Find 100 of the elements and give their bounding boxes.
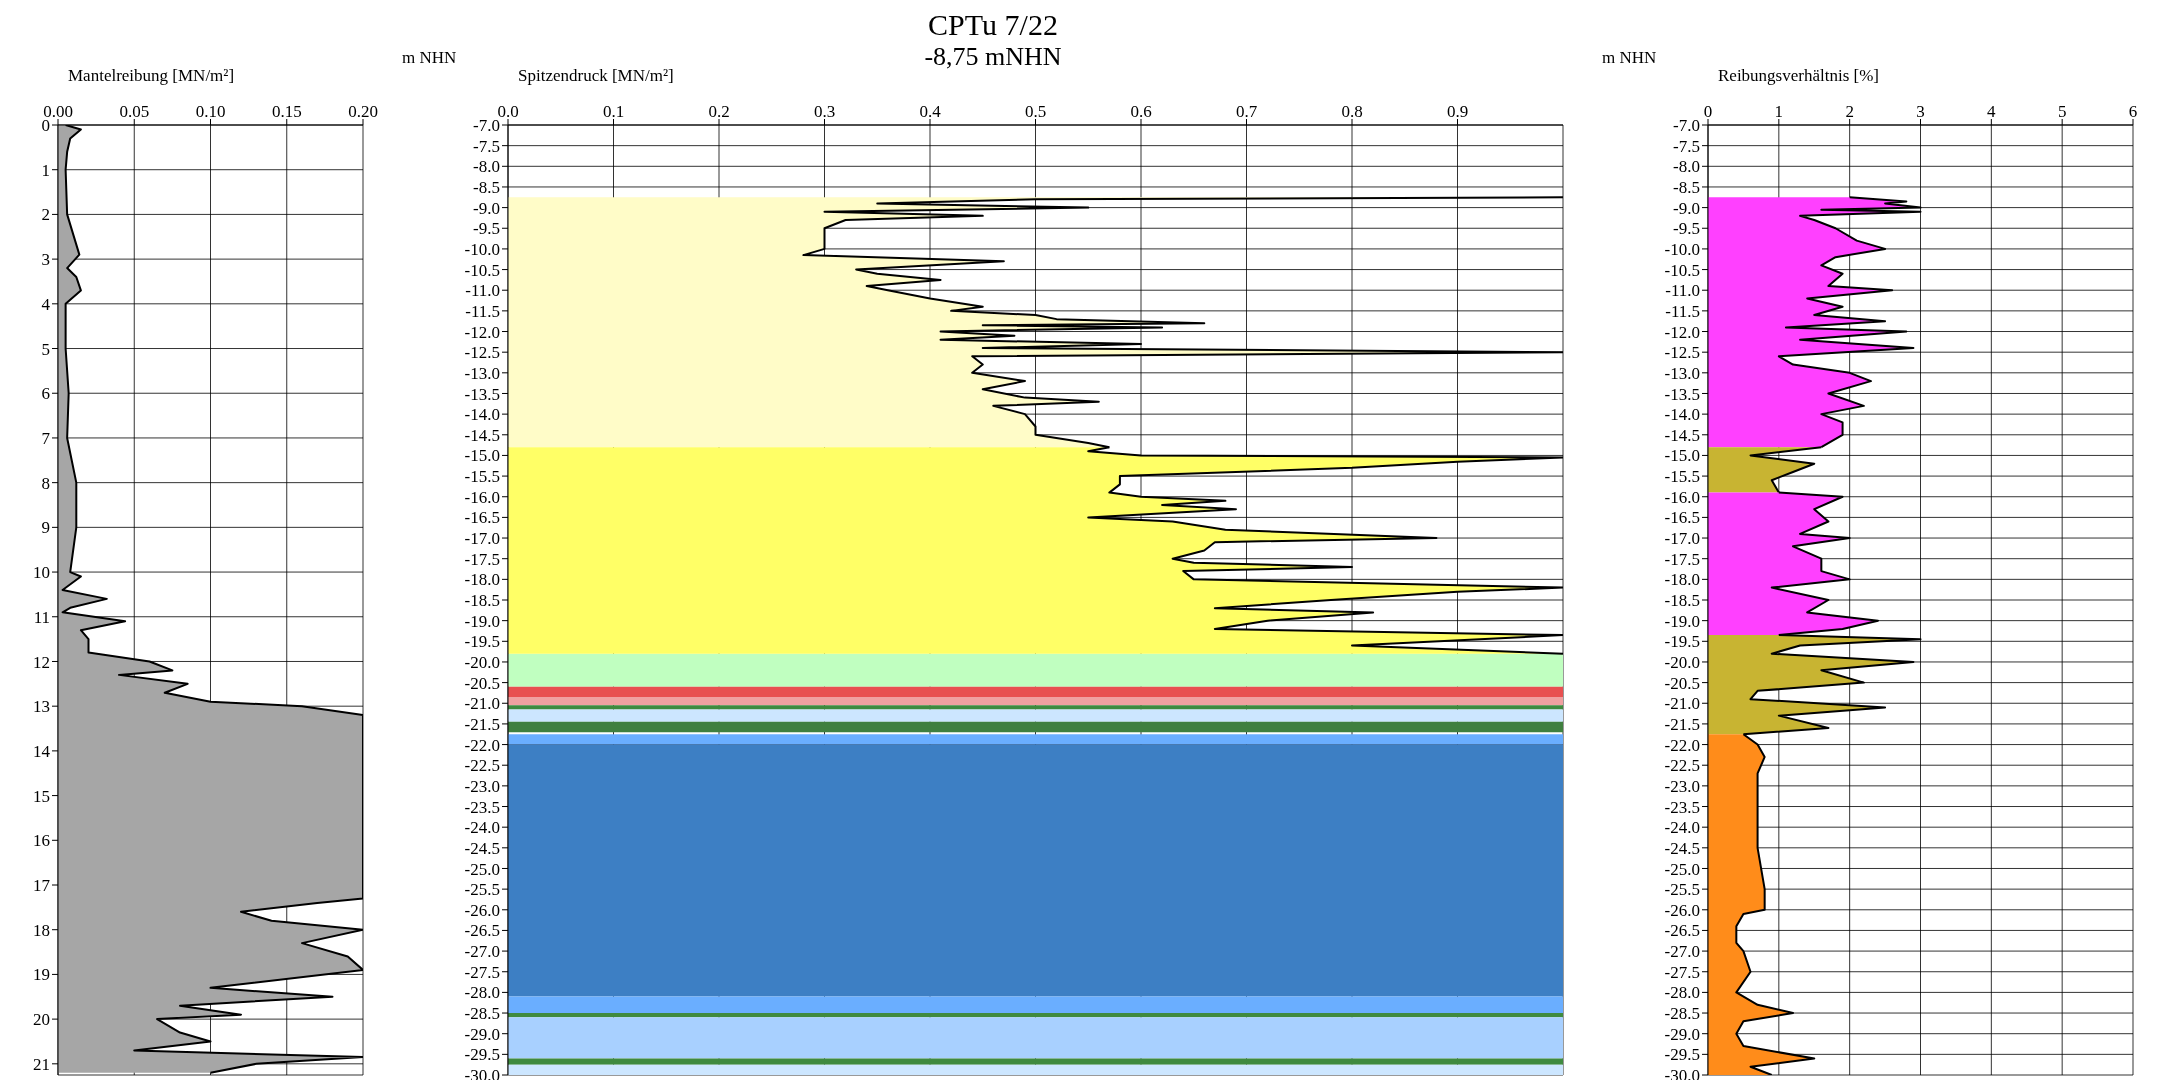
y-tick-label: -27.0 — [1664, 942, 1700, 962]
x-tick-label: 5 — [2057, 102, 2067, 121]
x-axis-title: Spitzendruck [MN/m²] — [518, 66, 674, 86]
y-tick-label: -28.0 — [1664, 983, 1700, 1003]
y-tick-label: -28.5 — [1664, 1004, 1700, 1024]
y-tick-label: -23.0 — [464, 776, 500, 796]
y-tick-label: -20.5 — [464, 673, 500, 693]
y-tick-label: 8 — [41, 473, 50, 493]
y-tick-label: -28.0 — [464, 983, 500, 1003]
x-tick-label: 6 — [2128, 102, 2138, 121]
y-tick-label: -26.5 — [1664, 921, 1700, 941]
y-tick-label: -9.5 — [473, 219, 500, 239]
y-axis-title: m NHN — [1602, 48, 1657, 68]
y-tick-label: 5 — [41, 339, 50, 359]
y-tick-label: -12.0 — [1664, 322, 1700, 342]
y-tick-label: -7.5 — [1673, 136, 1700, 156]
y-tick-label: -26.0 — [464, 900, 500, 920]
y-tick-label: -19.5 — [1664, 632, 1700, 652]
y-tick-label: -23.0 — [1664, 776, 1700, 796]
y-tick-label: -9.0 — [1673, 198, 1700, 218]
y-tick-label: -12.5 — [1664, 343, 1700, 363]
y-tick-label: -8.5 — [473, 177, 500, 197]
x-tick-label: 1 — [1774, 102, 1784, 121]
chart-title: CPTu 7/22 — [927, 8, 1059, 42]
y-tick-label: -13.5 — [1664, 384, 1700, 404]
y-tick-label: -10.0 — [1664, 239, 1700, 259]
y-tick-label: -21.5 — [1664, 714, 1700, 734]
y-tick-label: -10.5 — [1664, 260, 1700, 280]
y-axis-title: m NHN — [402, 48, 457, 68]
y-tick-label: -21.0 — [464, 694, 500, 714]
y-tick-label: -16.0 — [1664, 487, 1700, 507]
y-tick-label: -13.0 — [1664, 363, 1700, 383]
x-tick-label: 0.9 — [1446, 102, 1469, 121]
y-tick-label: -9.0 — [473, 198, 500, 218]
y-tick-label: -29.5 — [464, 1045, 500, 1065]
y-tick-label: -12.0 — [464, 322, 500, 342]
x-tick-label: 0.10 — [195, 102, 226, 121]
y-tick-label: -11.5 — [1665, 301, 1700, 321]
y-tick-label: -8.5 — [1673, 177, 1700, 197]
y-tick-label: -8.0 — [1673, 157, 1700, 177]
y-tick-label: -29.0 — [464, 1024, 500, 1044]
y-tick-label: -17.5 — [1664, 549, 1700, 569]
y-tick-label: -18.0 — [1664, 570, 1700, 590]
x-tick-label: 0.15 — [271, 102, 302, 121]
y-tick-label: -22.0 — [1664, 735, 1700, 755]
x-axis-title: Mantelreibung [MN/m²] — [68, 66, 235, 86]
y-tick-label: 6 — [41, 384, 50, 404]
y-tick-label: -16.5 — [464, 508, 500, 528]
y-tick-label: -24.5 — [1664, 838, 1700, 858]
y-tick-label: 21 — [33, 1054, 50, 1074]
y-tick-label: 20 — [33, 1010, 50, 1030]
x-tick-label: 0.2 — [708, 102, 730, 121]
y-tick-label: -14.5 — [464, 425, 500, 445]
x-tick-label: 0 — [1703, 102, 1713, 121]
y-tick-label: 12 — [33, 652, 50, 672]
y-tick-label: -20.5 — [1664, 673, 1700, 693]
y-tick-label: -17.5 — [464, 549, 500, 569]
y-tick-label: -7.0 — [473, 116, 500, 136]
y-tick-label: -8.0 — [473, 157, 500, 177]
y-tick-label: -24.0 — [464, 818, 500, 838]
y-tick-label: -16.5 — [1664, 508, 1700, 528]
y-tick-label: -18.5 — [1664, 591, 1700, 611]
y-tick-label: -10.0 — [464, 239, 500, 259]
y-tick-label: -16.0 — [464, 487, 500, 507]
y-tick-label: -24.5 — [464, 838, 500, 858]
y-tick-label: -25.0 — [464, 859, 500, 879]
y-tick-label: -29.5 — [1664, 1045, 1700, 1065]
y-tick-label: -21.5 — [464, 714, 500, 734]
y-tick-label: -13.0 — [464, 363, 500, 383]
y-tick-label: 18 — [33, 920, 50, 940]
x-tick-label: 3 — [1916, 102, 1925, 121]
x-tick-label: 0.1 — [602, 102, 625, 121]
y-tick-label: -19.5 — [464, 632, 500, 652]
y-tick-label: 16 — [33, 831, 50, 851]
y-tick-label: -20.0 — [1664, 652, 1700, 672]
y-tick-label: -15.0 — [464, 446, 500, 466]
y-tick-label: -17.0 — [464, 529, 500, 549]
y-tick-label: -26.5 — [464, 921, 500, 941]
x-tick-label: 0.5 — [1024, 102, 1047, 121]
y-tick-label: -23.5 — [464, 797, 500, 817]
y-tick-label: -14.0 — [464, 405, 500, 425]
y-tick-label: -24.0 — [1664, 818, 1700, 838]
x-tick-label: 0.0 — [497, 102, 519, 121]
x-tick-label: 0.3 — [813, 102, 836, 121]
x-tick-label: 4 — [1987, 102, 1997, 121]
y-tick-label: -27.0 — [464, 942, 500, 962]
y-tick-label: -22.0 — [464, 735, 500, 755]
y-tick-label: 13 — [33, 697, 50, 717]
x-tick-label: 0.4 — [919, 102, 942, 121]
y-tick-label: 3 — [41, 250, 50, 270]
y-tick-label: -22.5 — [1664, 756, 1700, 776]
y-tick-label: 1 — [41, 160, 50, 180]
y-tick-label: -25.0 — [1664, 859, 1700, 879]
y-tick-label: -17.0 — [1664, 529, 1700, 549]
y-tick-label: 19 — [33, 965, 50, 985]
y-tick-label: -26.0 — [1664, 900, 1700, 920]
y-tick-label: -7.5 — [473, 136, 500, 156]
x-tick-label: 0.05 — [119, 102, 150, 121]
y-tick-label: -12.5 — [464, 343, 500, 363]
x-axis-title: Reibungsverhältnis [%] — [1718, 66, 1879, 86]
